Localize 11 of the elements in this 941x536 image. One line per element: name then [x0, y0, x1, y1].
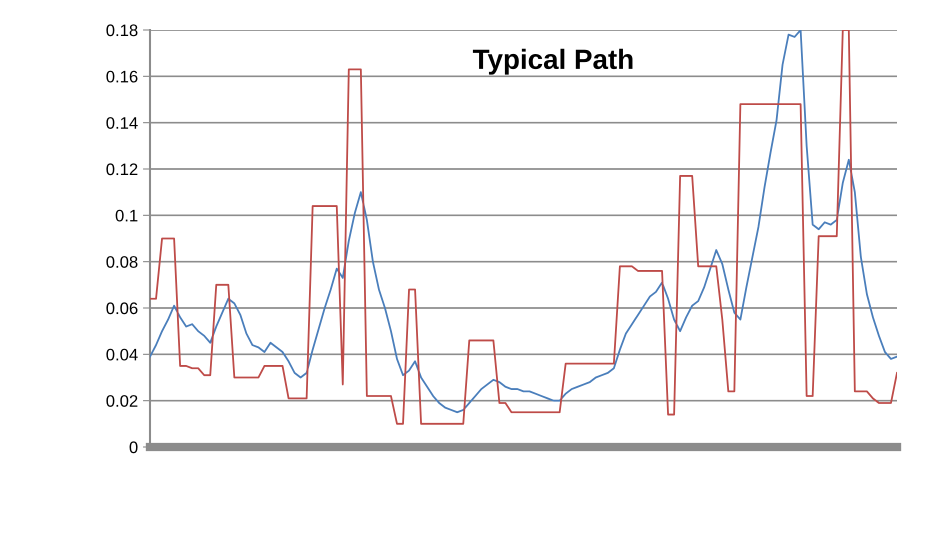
- y-tick-label: 0.1: [116, 210, 138, 222]
- y-tick-label: 0.14: [106, 117, 138, 129]
- y-tick-label: 0.08: [106, 256, 138, 268]
- y-tick-label: 0.16: [106, 70, 138, 83]
- y-tick-label: 0.04: [106, 348, 138, 361]
- y-tick-label: 0.12: [106, 163, 138, 176]
- y-tick-label: 0.18: [106, 24, 138, 36]
- y-tick-label: 0.02: [106, 395, 138, 407]
- text: Typical Path: [472, 48, 632, 75]
- y-tick-label: 0: [130, 441, 138, 454]
- y-tick-label: 0.06: [106, 302, 138, 314]
